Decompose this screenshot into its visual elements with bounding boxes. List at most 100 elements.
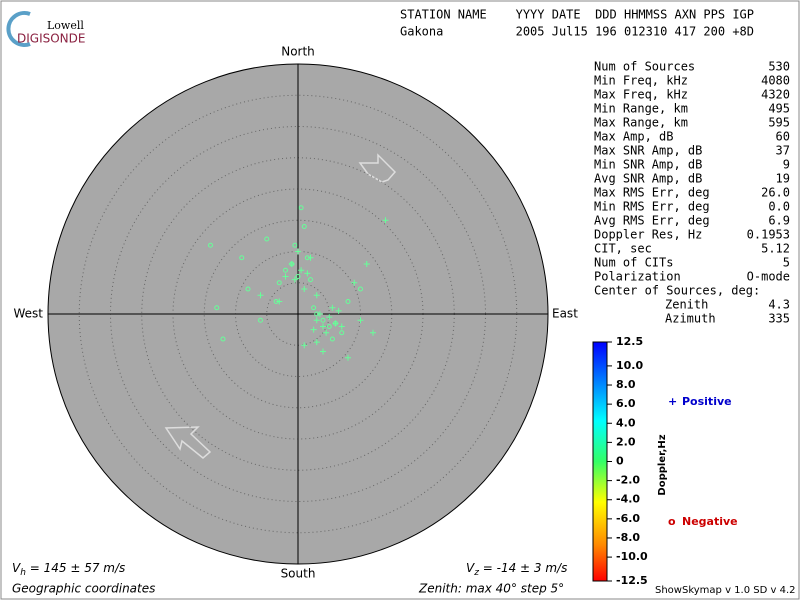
source-negative	[320, 317, 326, 323]
source-positive	[363, 261, 370, 267]
arrow	[358, 153, 397, 183]
vh-v: V	[12, 561, 21, 575]
source-positive	[298, 267, 305, 274]
vz-v: V	[466, 561, 475, 575]
source-negative	[258, 317, 263, 323]
source-positive	[301, 286, 308, 292]
stat-value: 0.1953	[747, 228, 790, 242]
stat-label: Min Freq, kHz	[594, 74, 688, 88]
stat-label: Avg RMS Err, deg	[594, 214, 710, 228]
source-positive	[357, 317, 364, 324]
source-positive	[291, 276, 298, 283]
source-negative	[283, 267, 288, 273]
stat-label: Polarization	[594, 270, 681, 284]
legend-marker: +	[668, 395, 677, 408]
center-title: Center of Sources, deg:	[594, 284, 760, 298]
source-negative	[333, 320, 338, 326]
source-negative	[304, 255, 310, 261]
source-negative	[289, 261, 295, 267]
legend-marker: o	[668, 515, 676, 528]
colorbar-tick-label: 2.0	[616, 435, 636, 448]
source-positive	[382, 217, 389, 224]
south-label: South	[281, 567, 316, 581]
colorbar-tick-label: -8.0	[616, 531, 640, 544]
source-negative	[311, 305, 317, 311]
source-negative	[314, 311, 320, 317]
source-positive	[316, 311, 323, 317]
stat-label: Doppler Res, Hz	[594, 228, 702, 242]
source-positive	[307, 254, 314, 261]
stat-value: 26.0	[761, 186, 790, 200]
logo-bottom: DIGISONDE	[17, 32, 85, 46]
stat-label: Zenith	[665, 298, 708, 312]
source-positive	[282, 273, 289, 280]
version: ShowSkymap v 1.0 SD v 4.2	[655, 585, 795, 596]
colorbar-tick-label: 0	[616, 455, 624, 468]
stat-label: Max SNR Amp, dB	[594, 144, 702, 158]
source-negative	[345, 299, 351, 304]
colorbar-tick-label: 12.5	[616, 335, 643, 348]
zenith-info: Zenith: max 40° step 5°	[418, 582, 564, 596]
source-negative	[292, 242, 298, 248]
stat-value: 60	[776, 130, 790, 144]
colorbar-label: Doppler,Hz	[657, 434, 668, 495]
stat-label: Max Amp, dB	[594, 130, 673, 144]
source-positive	[295, 248, 301, 255]
source-positive	[320, 348, 326, 355]
vz-sub: z	[473, 568, 479, 578]
stat-value: 495	[768, 102, 790, 116]
source-positive	[313, 292, 320, 299]
colorbar-tick-label: -2.0	[616, 474, 640, 487]
stat-value: 595	[768, 116, 790, 130]
colorbar-tick-label: -12.5	[616, 574, 648, 587]
coords: Geographic coordinates	[12, 582, 155, 596]
source-positive	[276, 298, 283, 305]
stat-value: 335	[768, 312, 790, 326]
source-negative	[208, 242, 213, 248]
colorbar-tick-label: -6.0	[616, 512, 640, 525]
west-label: West	[13, 307, 43, 321]
stat-label: Num of CITs	[594, 256, 673, 270]
stat-value: 0.0	[768, 200, 790, 214]
source-negative	[245, 286, 251, 292]
source-positive	[326, 314, 333, 321]
vh-rest: = 145 ± 57 m/s	[26, 561, 125, 575]
stat-value: 37	[776, 144, 790, 158]
source-negative	[329, 336, 335, 342]
source-negative	[239, 255, 245, 261]
north-label: North	[281, 45, 315, 59]
source-negative	[326, 324, 332, 329]
stat-label: Max Freq, kHz	[594, 88, 688, 102]
source-positive	[257, 292, 264, 299]
stat-label: CIT, sec	[594, 242, 652, 256]
colorbar-tick-label: 6.0	[616, 397, 636, 410]
stat-label: Avg SNR Amp, dB	[594, 172, 702, 186]
source-positive	[338, 323, 345, 330]
source-positive	[304, 270, 311, 277]
legend-label: Positive	[682, 395, 732, 408]
source-negative	[276, 280, 282, 286]
colorbar-tick-label: -4.0	[616, 493, 640, 506]
source-positive	[370, 329, 376, 336]
stat-label: Azimuth	[665, 312, 716, 326]
source-positive	[301, 342, 308, 349]
source-negative	[214, 305, 220, 311]
vh-sub: h	[20, 568, 26, 578]
vz: Vz = -14 ± 3 m/s	[466, 561, 567, 578]
stat-value: 5.12	[761, 242, 790, 256]
source-negative	[308, 277, 313, 283]
source-negative	[358, 286, 363, 292]
stat-label: Min Range, km	[594, 102, 688, 116]
source-positive	[335, 307, 342, 314]
colorbar	[592, 341, 608, 582]
arrow	[164, 426, 212, 459]
stat-value: 9	[783, 158, 790, 172]
colorbar-tick-label: 8.0	[616, 378, 636, 391]
source-negative	[298, 205, 304, 211]
stat-value: O-mode	[747, 270, 790, 284]
vz-rest: = -14 ± 3 m/s	[479, 561, 567, 575]
source-negative	[339, 330, 345, 336]
